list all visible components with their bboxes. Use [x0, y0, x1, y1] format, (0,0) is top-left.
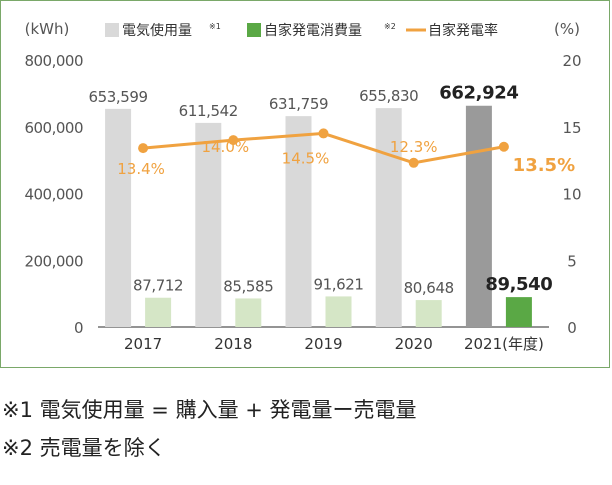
- bar-usage-2019: [285, 116, 312, 327]
- left-tick-label: 600,000: [24, 119, 83, 137]
- label-rate-2019: 14.5%: [282, 149, 330, 167]
- label-rate-2020: 12.3%: [390, 138, 438, 156]
- bar-usage-2021: [465, 105, 492, 327]
- left-tick-label: 200,000: [24, 252, 83, 270]
- bar-selfgen-2021: [505, 297, 532, 327]
- left-axis-unit: (kWh): [25, 20, 70, 38]
- bar-usage-2017: [105, 108, 132, 328]
- label-selfgen-2018: 85,585: [223, 277, 273, 295]
- left-tick-label: 400,000: [24, 186, 83, 204]
- right-tick-label: 15: [562, 119, 581, 137]
- bar-usage-2018: [195, 122, 222, 327]
- label-rate-2018: 14.0%: [201, 138, 249, 156]
- point-rate-2018: [228, 135, 239, 146]
- label-selfgen-2020: 80,648: [404, 279, 454, 297]
- label-usage-2020: 655,830: [359, 87, 418, 105]
- bar-selfgen-2018: [235, 298, 262, 327]
- label-usage-2021: 662,924: [439, 83, 518, 104]
- bar-usage-2020: [375, 108, 402, 328]
- label-rate-2021: 13.5%: [513, 155, 575, 176]
- x-tick-label-2018: 2018: [214, 335, 252, 353]
- footnote-1: ※1 電気使用量 = 購入量 + 発電量ー売電量: [2, 398, 417, 422]
- point-rate-2021: [498, 141, 509, 152]
- chart: 0 200,000 400,000 600,000 800,000 0 5 10 15 20 (kW…: [24, 20, 581, 353]
- bar-selfgen-2017: [145, 297, 172, 327]
- legend-label-usage: 電気使用量: [122, 22, 192, 39]
- legend-swatch-selfgen: [247, 23, 261, 37]
- label-usage-2018: 611,542: [179, 102, 238, 120]
- bar-selfgen-2020: [415, 300, 442, 327]
- label-selfgen-2017: 87,712: [133, 277, 183, 295]
- label-usage-2017: 653,599: [88, 88, 147, 106]
- point-rate-2019: [318, 128, 329, 139]
- point-rate-2017: [138, 143, 149, 154]
- label-rate-2017: 13.4%: [117, 160, 165, 178]
- legend-label-rate: 自家発電率: [428, 22, 498, 39]
- left-tick-label: 800,000: [24, 52, 83, 70]
- x-tick-label-2017: 2017: [124, 335, 162, 353]
- legend-sup-usage: ※1: [209, 22, 221, 31]
- x-tick-label-2020: 2020: [395, 335, 433, 353]
- chart-frame: 0 200,000 400,000 600,000 800,000 0 5 10 15 20 (kW…: [0, 0, 610, 368]
- right-tick-label: 0: [567, 319, 577, 337]
- x-tick-label-2021: 2021(年度): [464, 335, 544, 353]
- legend-label-selfgen: 自家発電消費量: [264, 22, 362, 39]
- right-tick-label: 10: [562, 186, 581, 204]
- label-selfgen-2019: 91,621: [313, 275, 363, 293]
- legend-sup-selfgen: ※2: [384, 22, 396, 31]
- point-rate-2020: [408, 157, 419, 168]
- bar-selfgen-2019: [325, 296, 352, 327]
- label-usage-2019: 631,759: [269, 95, 328, 113]
- x-tick-label-2019: 2019: [304, 335, 342, 353]
- right-tick-label: 5: [567, 252, 577, 270]
- right-tick-label: 20: [562, 52, 581, 70]
- left-tick-label: 0: [74, 319, 83, 337]
- label-selfgen-2021: 89,540: [485, 274, 552, 295]
- legend-swatch-usage: [105, 23, 119, 37]
- right-axis-unit: (%): [554, 20, 580, 38]
- footnote-2: ※2 売電量を除く: [2, 436, 166, 460]
